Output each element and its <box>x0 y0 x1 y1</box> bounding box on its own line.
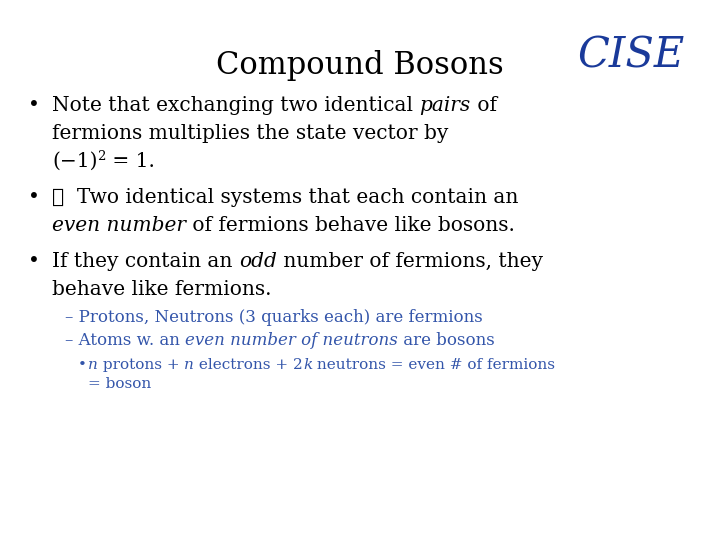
Text: n: n <box>88 358 98 372</box>
Text: Note that exchanging two identical: Note that exchanging two identical <box>52 96 419 115</box>
Text: pairs: pairs <box>419 96 471 115</box>
Text: behave like fermions.: behave like fermions. <box>52 280 271 299</box>
Text: If they contain an: If they contain an <box>52 252 239 271</box>
Text: odd: odd <box>239 252 276 271</box>
Text: = 1.: = 1. <box>106 152 155 171</box>
Text: – Protons, Neutrons (3 quarks each) are fermions: – Protons, Neutrons (3 quarks each) are … <box>65 309 482 326</box>
Text: n: n <box>184 358 194 372</box>
Text: neutrons = even # of fermions: neutrons = even # of fermions <box>312 358 555 372</box>
Text: ∴  Two identical systems that each contain an: ∴ Two identical systems that each contai… <box>52 188 518 207</box>
Text: •: • <box>78 358 87 372</box>
Text: •: • <box>28 252 40 271</box>
Text: •: • <box>28 188 40 207</box>
Text: 2: 2 <box>97 150 106 163</box>
Text: (−1): (−1) <box>52 152 97 171</box>
Text: of: of <box>471 96 497 115</box>
Text: even number of neutrons: even number of neutrons <box>185 332 398 349</box>
Text: of fermions behave like bosons.: of fermions behave like bosons. <box>186 216 515 235</box>
Text: CISE: CISE <box>577 35 685 77</box>
Text: protons +: protons + <box>98 358 184 372</box>
Text: k: k <box>303 358 312 372</box>
Text: number of fermions, they: number of fermions, they <box>276 252 543 271</box>
Text: = boson: = boson <box>88 377 151 391</box>
Text: are bosons: are bosons <box>398 332 495 349</box>
Text: Compound Bosons: Compound Bosons <box>216 50 504 81</box>
Text: even number: even number <box>52 216 186 235</box>
Text: fermions multiplies the state vector by: fermions multiplies the state vector by <box>52 124 449 143</box>
Text: •: • <box>28 96 40 115</box>
Text: electrons + 2: electrons + 2 <box>194 358 303 372</box>
Text: – Atoms w. an: – Atoms w. an <box>65 332 185 349</box>
